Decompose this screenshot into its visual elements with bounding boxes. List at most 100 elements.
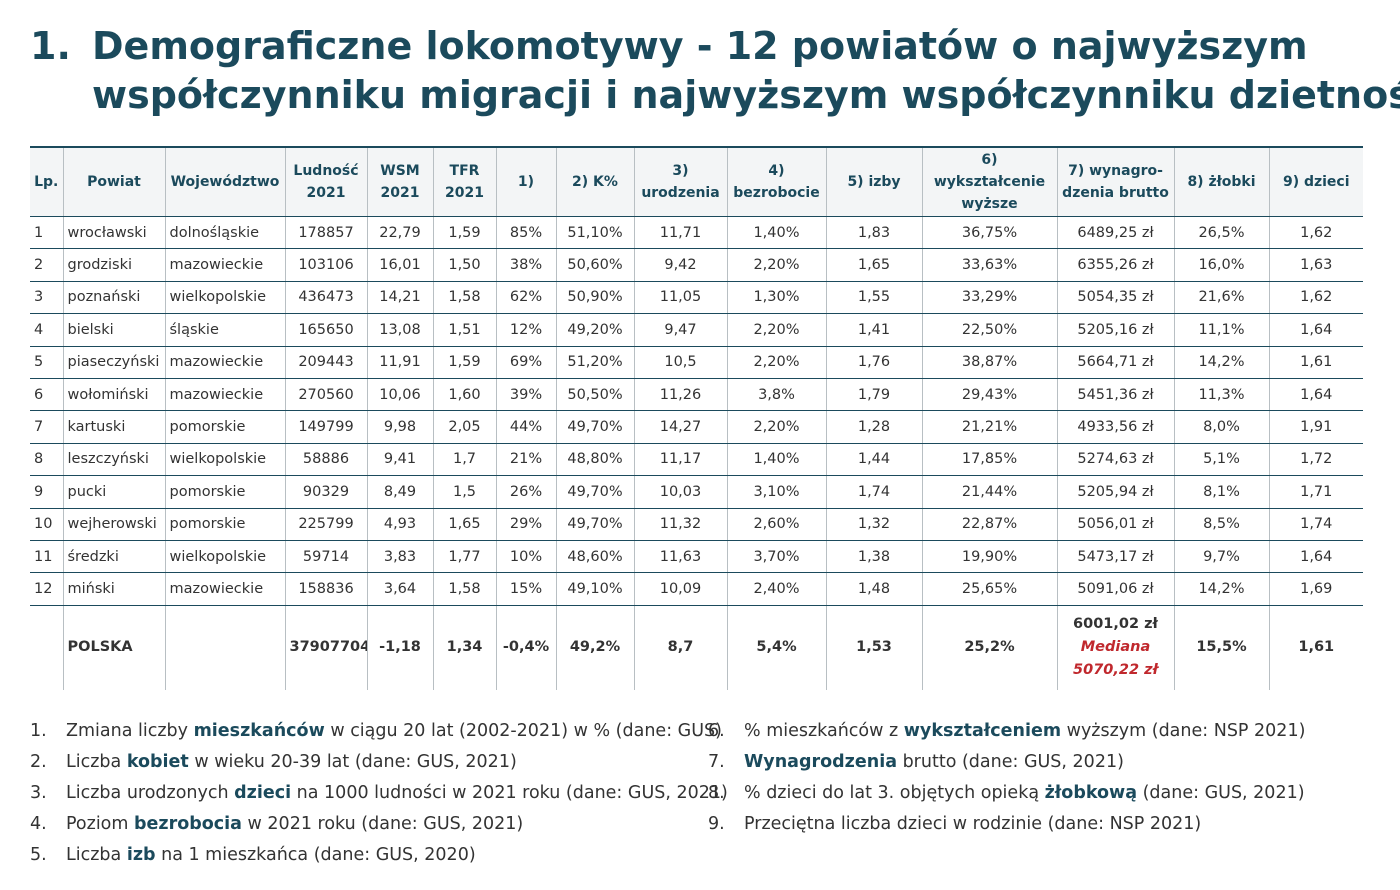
cell: 165650 (284, 313, 367, 347)
column-header: TFR 2021 (432, 146, 496, 217)
cell: 19,90% (921, 540, 1057, 574)
cell: 5054,35 zł (1056, 281, 1174, 315)
total-row: POLSKA 37907704 -1,18 1,34 -0,4% 49,2% 8,7 5,4%… (30, 605, 1363, 690)
footnote: 2. Liczba kobiet w wieku 20-39 lat (dane:… (30, 747, 728, 778)
table-body: 1 wrocławski dolnośląskie 178857 22,79 1,59 85… (30, 216, 1363, 690)
cell: 39% (495, 378, 556, 412)
column-header: 5) izby (825, 146, 922, 217)
cell: mazowieckie (164, 572, 285, 606)
cell: 158836 (284, 572, 367, 606)
cell: 21,44% (921, 475, 1057, 509)
header-text: 2021 (306, 185, 346, 201)
header-text: WSM (380, 163, 420, 179)
header-row: Lp. Powiat Województwo Ludność 2021 WSM 2021 TF… (30, 146, 1363, 217)
header-text: 2) K% (572, 174, 618, 190)
column-header: 9) dzieci (1268, 146, 1363, 217)
cell: 1,59 (432, 216, 496, 250)
cell: 6355,26 zł (1056, 248, 1174, 282)
footnote: 1. Zmiana liczby mieszkańców w ciągu 20 l… (30, 716, 728, 747)
header-text: TFR (449, 163, 480, 179)
cell: piaseczyński (62, 346, 165, 379)
cell: pucki (62, 475, 165, 509)
cell: 1,59 (432, 346, 496, 379)
cell: miński (62, 572, 165, 606)
footnote-text: % dzieci do lat 3. objętych opieką (744, 783, 1045, 803)
cell: 5205,94 zł (1056, 475, 1174, 509)
cell: wołomiński (62, 378, 165, 412)
cell: 50,60% (555, 248, 634, 282)
title-text: Demograficzne lokomotywy - 12 powiatów o… (92, 22, 1400, 120)
column-header: Ludność 2021 (284, 146, 367, 217)
cell: grodziski (62, 248, 165, 282)
cell: 10,5 (633, 346, 727, 379)
total-cell: 25,2% (921, 605, 1057, 690)
column-header: 8) żłobki (1173, 146, 1269, 217)
cell: 85% (495, 216, 556, 250)
data-table: Lp. Powiat Województwo Ludność 2021 WSM 2021 TF… (30, 146, 1363, 690)
cell: 50,90% (555, 281, 634, 315)
cell: śląskie (164, 313, 285, 347)
cell: 3,8% (726, 378, 826, 412)
cell: 33,29% (921, 281, 1057, 315)
cell: 270560 (284, 378, 367, 412)
footnote-number: 2. (30, 752, 47, 772)
cell: 103106 (284, 248, 367, 282)
cell: 1,58 (432, 281, 496, 315)
header-text: dzenia brutto (1062, 185, 1169, 201)
footnote-text: Liczba (66, 752, 127, 772)
cell: 36,75% (921, 216, 1057, 250)
cell: 2,20% (726, 410, 826, 444)
cell: 11,26 (633, 378, 727, 412)
footnotes-right: 6. % mieszkańców z wykształceniem wyższym… (708, 716, 1305, 840)
cell: 3,10% (726, 475, 826, 509)
cell: 2,20% (726, 346, 826, 379)
total-cell: 1,53 (825, 605, 922, 690)
cell: 5,1% (1173, 443, 1269, 477)
cell: 10 (30, 508, 63, 541)
cell: 2,60% (726, 508, 826, 541)
cell: 1,71 (1268, 475, 1363, 509)
title-number: 1. (30, 24, 71, 68)
cell: 14,21 (366, 281, 433, 315)
cell: 51,10% (555, 216, 634, 250)
footnote-text: w wieku 20-39 lat (dane: GUS, 2021) (188, 752, 517, 772)
cell: 4,93 (366, 508, 433, 541)
cell: 29% (495, 508, 556, 541)
cell: 3,64 (366, 572, 433, 606)
cell: 5 (30, 346, 63, 379)
footnote: 4. Poziom bezrobocia w 2021 roku (dane: G… (30, 809, 728, 840)
header-text: 1) (517, 174, 535, 190)
cell: 69% (495, 346, 556, 379)
footnote-number: 6. (708, 721, 725, 741)
cell: 13,08 (366, 313, 433, 347)
column-header: Województwo (164, 146, 285, 217)
footnote-text: (dane: GUS, 2021) (1137, 783, 1305, 803)
cell: 14,2% (1173, 346, 1269, 379)
cell: 11,91 (366, 346, 433, 379)
cell: 3 (30, 281, 63, 315)
cell: 51,20% (555, 346, 634, 379)
cell: 1,69 (1268, 572, 1363, 606)
cell: pomorskie (164, 475, 285, 509)
cell: 2,40% (726, 572, 826, 606)
footnote-number: 3. (30, 783, 47, 803)
cell: 1,32 (825, 508, 922, 541)
cell: 6489,25 zł (1056, 216, 1174, 250)
cell: 1,40% (726, 216, 826, 250)
header-text: 5) izby (847, 174, 901, 190)
cell: 1,5 (432, 475, 496, 509)
cell: 1,64 (1268, 313, 1363, 347)
total-name: POLSKA (62, 605, 165, 690)
cell: 1,79 (825, 378, 922, 412)
cell: 16,0% (1173, 248, 1269, 282)
cell: 1,55 (825, 281, 922, 315)
median-value: 5070,22 zł (1073, 662, 1158, 679)
cell: wielkopolskie (164, 443, 285, 477)
cell: 1,7 (432, 443, 496, 477)
footnote-text: brutto (dane: GUS, 2021) (897, 752, 1124, 772)
cell: 5091,06 zł (1056, 572, 1174, 606)
header-text: 8) żłobki (1187, 174, 1256, 190)
cell: 2,20% (726, 248, 826, 282)
cell (164, 605, 285, 690)
cell: 11,05 (633, 281, 727, 315)
